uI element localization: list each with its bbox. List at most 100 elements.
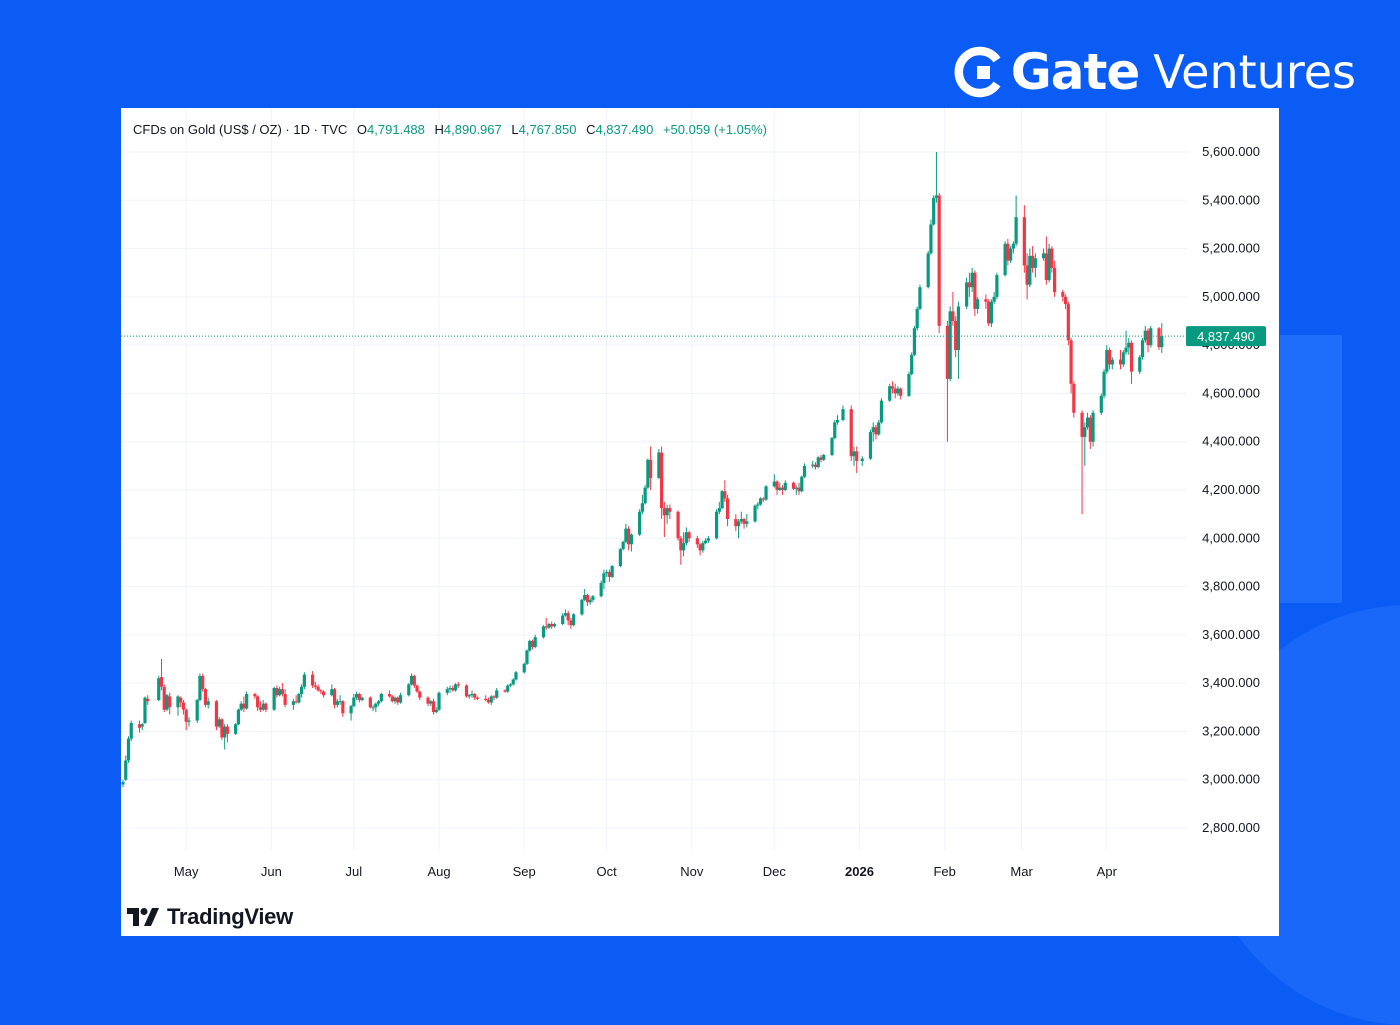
y-tick-label: 4,400.000 — [1202, 434, 1260, 449]
y-tick-label: 3,200.000 — [1202, 723, 1260, 738]
candle-body — [525, 650, 529, 664]
candle — [508, 683, 513, 687]
candle — [778, 482, 782, 492]
candle-body — [470, 694, 474, 696]
candle-body — [253, 694, 257, 697]
candle — [1011, 241, 1015, 254]
candle-body — [566, 613, 570, 621]
candle — [418, 690, 422, 701]
candle — [1047, 243, 1051, 283]
candle-body — [780, 487, 785, 490]
x-tick-label: Oct — [597, 864, 618, 879]
candle-body — [124, 760, 128, 780]
candle-body — [354, 694, 359, 698]
candle-body — [610, 566, 614, 577]
candle-body — [629, 534, 633, 545]
candle-body — [467, 695, 471, 697]
candle — [585, 593, 590, 606]
candle-body — [794, 487, 798, 489]
candle — [907, 371, 911, 398]
candle — [662, 502, 666, 538]
candle-body — [245, 694, 249, 709]
tradingview-logo[interactable]: TradingView — [127, 904, 293, 930]
x-tick-label: Sep — [513, 864, 536, 879]
candle — [261, 700, 265, 711]
candle — [530, 639, 535, 650]
y-tick-label: 3,800.000 — [1202, 579, 1260, 594]
candle — [1099, 393, 1103, 416]
candle — [1061, 289, 1065, 302]
candle — [143, 696, 147, 725]
candle-body — [495, 690, 499, 698]
candle-body — [1127, 342, 1131, 348]
candle — [1050, 246, 1054, 273]
candle — [533, 634, 537, 649]
candle — [720, 490, 724, 510]
candle-body — [585, 595, 590, 603]
candle — [915, 306, 919, 331]
candle-body — [706, 538, 710, 541]
candle — [822, 453, 826, 462]
candle — [1127, 337, 1131, 355]
candle — [316, 684, 320, 692]
candle — [165, 694, 169, 711]
candle — [528, 639, 532, 652]
candle-body — [841, 409, 845, 420]
candle — [717, 502, 721, 515]
tradingview-logo-icon — [127, 908, 159, 926]
chart-card: 2,800.000 3,000.000 3,200.000 3,400.000 3,60… — [121, 108, 1279, 936]
candle-body — [256, 696, 260, 708]
candle — [929, 219, 933, 255]
candle-body — [734, 518, 738, 527]
legend-close-value: 4,837.490 — [595, 122, 654, 137]
candle — [965, 277, 969, 309]
candle-body — [563, 613, 568, 616]
candle — [775, 480, 779, 495]
candle — [157, 675, 161, 702]
candle — [376, 700, 381, 707]
candle — [489, 695, 493, 705]
candle — [201, 673, 205, 692]
candle — [723, 480, 727, 503]
candle-body — [121, 782, 125, 785]
candle — [926, 250, 930, 289]
candle — [583, 588, 587, 602]
candle — [682, 532, 686, 557]
candle — [544, 617, 548, 631]
candle — [973, 270, 977, 317]
candle-body — [695, 538, 699, 545]
legend-change: +50.059 (+1.05%) — [662, 122, 768, 137]
candle-body — [1052, 267, 1057, 293]
candle — [511, 678, 515, 686]
candle-body — [530, 640, 535, 647]
candle-body — [412, 675, 416, 686]
last-price-badge-bg — [1186, 326, 1266, 347]
legend-low-value: 4,767.850 — [518, 122, 577, 137]
candle-body — [349, 706, 353, 714]
candle-body — [426, 697, 430, 704]
candle-body — [1003, 243, 1007, 276]
x-tick-label: Aug — [427, 864, 450, 879]
candle-body — [195, 700, 199, 721]
candle-body — [503, 690, 507, 692]
candle — [354, 691, 359, 701]
candle-body — [668, 508, 672, 512]
candle-body — [992, 296, 996, 302]
candle — [852, 446, 856, 466]
candle-body — [583, 595, 587, 600]
candlestick-chart[interactable]: 2,800.000 3,000.000 3,200.000 3,400.000 3,60… — [121, 108, 1279, 936]
candle-body — [1072, 383, 1076, 413]
candle — [1031, 246, 1035, 273]
legend-open-label: O — [356, 122, 368, 137]
candle-body — [717, 508, 721, 512]
candle — [932, 195, 936, 226]
candle — [470, 690, 474, 698]
candle-body — [742, 518, 746, 524]
candle — [234, 722, 238, 736]
candle — [333, 687, 337, 709]
candle-body — [956, 306, 961, 350]
candle — [791, 481, 796, 490]
y-tick-label: 5,200.000 — [1202, 241, 1260, 256]
candle — [566, 610, 570, 626]
candle-body — [541, 626, 546, 638]
